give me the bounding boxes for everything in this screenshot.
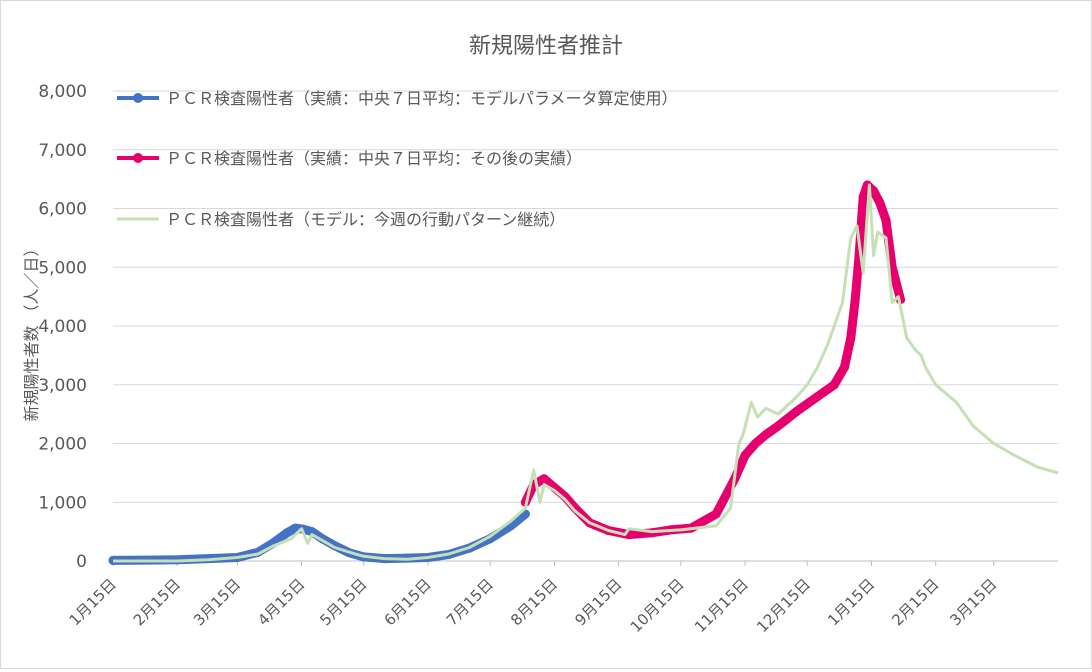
- legend-label: ＰＣＲ検査陽性者（実績：中央７日平均：モデルパラメータ算定使用）: [166, 89, 678, 108]
- legend-label: ＰＣＲ検査陽性者（モデル：今週の行動パターン継続）: [166, 210, 565, 229]
- data-point: [750, 439, 760, 448]
- series-line: [520, 180, 905, 540]
- x-tick-label: 2月15日: [888, 575, 942, 629]
- data-point: [881, 215, 891, 225]
- y-tick-labels: 0 1,000 2,000 3,000 4,000 5,000 6,000 7,000 8,00…: [38, 82, 87, 572]
- x-tick-label: 1月15日: [824, 575, 878, 629]
- data-point: [711, 509, 721, 519]
- data-point: [290, 523, 300, 533]
- data-point: [282, 528, 292, 538]
- data-point: [740, 450, 750, 460]
- x-tick-label: 5月15日: [316, 575, 370, 629]
- x-axis: [112, 560, 1058, 566]
- legend-marker: [133, 153, 143, 163]
- y-tick-label: 7,000: [38, 141, 87, 161]
- x-tick-label: 9月15日: [571, 575, 625, 629]
- data-point: [846, 333, 856, 343]
- data-point: [761, 430, 771, 440]
- x-tick-label: 3月15日: [946, 575, 1000, 629]
- y-tick-label: 6,000: [38, 200, 87, 220]
- x-tick-label: 10月15日: [627, 575, 688, 636]
- legend: ＰＣＲ検査陽性者（実績：中央７日平均：モデルパラメータ算定使用） ＰＣＲ検査陽性者…: [117, 89, 678, 229]
- y-tick-label: 1,000: [38, 493, 87, 513]
- data-point: [829, 380, 839, 390]
- x-tick-labels: 1月15日 2月15日 3月15日 4月15日 5月15日 6月15日 7月15日 8月15日…: [66, 575, 1001, 636]
- y-tick-label: 8,000: [38, 82, 87, 102]
- legend-label: ＰＣＲ検査陽性者（実績：中央７日平均：その後の実績）: [166, 149, 582, 168]
- x-tick-label: 3月15日: [190, 575, 244, 629]
- y-tick-label: 4,000: [38, 317, 87, 337]
- data-point: [850, 298, 860, 307]
- x-tick-label: 4月15日: [254, 575, 308, 629]
- x-tick-label: 6月15日: [381, 575, 435, 629]
- y-tick-label: 3,000: [38, 376, 87, 396]
- series-layer: [108, 180, 1059, 565]
- data-point: [858, 192, 868, 202]
- x-tick-label: 8月15日: [507, 575, 561, 629]
- legend-marker: [133, 93, 143, 103]
- x-tick-label: 2月15日: [130, 575, 184, 629]
- data-point: [307, 527, 317, 537]
- y-tick-label: 5,000: [38, 258, 87, 278]
- series-actual-after: [520, 180, 905, 540]
- series-line: [113, 183, 1059, 563]
- data-point: [875, 198, 885, 208]
- y-tick-label: 2,000: [38, 435, 87, 455]
- data-point: [539, 474, 549, 484]
- x-tick-label: 1月15日: [66, 575, 120, 629]
- y-axis-label: 新規陽性者数 （人／日）: [22, 240, 41, 421]
- data-point: [840, 362, 850, 372]
- x-tick-label: 11月15日: [691, 575, 752, 636]
- y-tick-label: 0: [76, 552, 87, 572]
- data-point: [813, 392, 823, 401]
- x-tick-label: 7月15日: [443, 575, 497, 629]
- chart-title: 新規陽性者推計: [469, 34, 623, 59]
- data-point: [773, 421, 783, 431]
- data-point: [792, 406, 802, 416]
- x-tick-label: 12月15日: [753, 575, 814, 636]
- series-model-projection: [113, 183, 1059, 563]
